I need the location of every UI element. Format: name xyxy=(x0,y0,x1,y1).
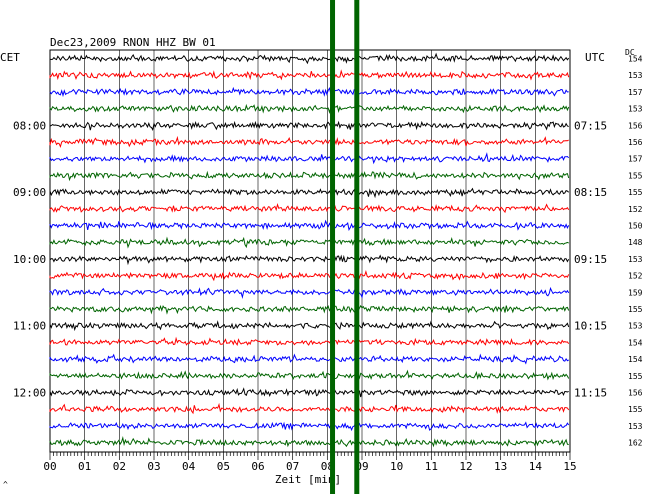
right-time-label: 11:15 xyxy=(574,387,607,400)
trace-line-4 xyxy=(49,120,569,131)
dc-value-21: 155 xyxy=(628,405,643,414)
dc-value-2: 157 xyxy=(628,88,643,97)
chart-title: Dec23,2009 RNON HHZ BW 01 xyxy=(50,36,216,49)
dc-value-14: 159 xyxy=(628,288,643,297)
dc-value-18: 154 xyxy=(628,355,643,364)
dc-value-13: 152 xyxy=(628,272,643,281)
dc-header: DC xyxy=(625,48,635,57)
dc-value-12: 153 xyxy=(628,255,643,264)
dc-value-20: 156 xyxy=(628,389,643,398)
trace-line-16 xyxy=(49,320,570,332)
trace-line-14 xyxy=(49,286,570,299)
dc-value-8: 155 xyxy=(628,188,643,197)
dc-value-11: 148 xyxy=(628,238,643,247)
left-header-cet: CET xyxy=(0,51,20,64)
x-tick-label-04: 04 xyxy=(182,460,196,473)
x-tick-label-01: 01 xyxy=(78,460,91,473)
left-time-label: 09:00 xyxy=(13,186,46,199)
x-tick-label-10: 10 xyxy=(390,460,403,473)
dc-value-1: 153 xyxy=(628,71,643,80)
trace-line-7 xyxy=(49,170,570,182)
left-time-label: 11:00 xyxy=(13,320,46,333)
corner-mark: ^ xyxy=(3,480,8,489)
trace-line-10 xyxy=(49,219,570,231)
trace-line-15 xyxy=(49,304,570,315)
trace-group xyxy=(49,52,570,448)
trace-line-2 xyxy=(49,86,569,98)
right-time-label: 07:15 xyxy=(574,119,607,132)
x-tick-label-06: 06 xyxy=(251,460,264,473)
plot-grid xyxy=(49,49,571,453)
dc-value-6: 157 xyxy=(628,155,643,164)
x-tick-label-11: 11 xyxy=(425,460,438,473)
x-tick-label-07: 07 xyxy=(286,460,299,473)
dc-value-5: 156 xyxy=(628,138,643,147)
trace-line-8 xyxy=(49,187,570,199)
trace-line-18 xyxy=(49,353,569,365)
trace-line-1 xyxy=(49,69,570,81)
right-time-label: 09:15 xyxy=(574,253,607,266)
trace-line-23 xyxy=(49,436,569,448)
trace-line-17 xyxy=(49,336,570,346)
label-group: 154 153 157 153 156 156 157 155 155 152 150 148 153 1… xyxy=(13,55,643,448)
trace-line-22 xyxy=(49,421,570,432)
dc-value-3: 153 xyxy=(628,105,643,114)
x-tick-label-02: 02 xyxy=(113,460,126,473)
dc-value-23: 162 xyxy=(628,439,643,448)
trace-line-20 xyxy=(49,387,569,398)
x-tick-label-03: 03 xyxy=(147,460,160,473)
x-tick-label-14: 14 xyxy=(529,460,543,473)
dc-value-10: 150 xyxy=(628,222,643,231)
x-tick-label-12: 12 xyxy=(459,460,472,473)
trace-line-6 xyxy=(49,152,570,165)
trace-line-9 xyxy=(49,203,570,214)
left-time-label: 12:00 xyxy=(13,387,46,400)
dc-value-15: 155 xyxy=(628,305,643,314)
left-time-label: 08:00 xyxy=(13,119,46,132)
dc-value-0: 154 xyxy=(628,55,643,64)
dc-value-22: 153 xyxy=(628,422,643,431)
trace-line-13 xyxy=(49,270,570,282)
dc-value-9: 152 xyxy=(628,205,643,214)
trace-line-11 xyxy=(49,236,569,249)
dc-value-7: 155 xyxy=(628,171,643,180)
right-header-utc: UTC xyxy=(585,51,605,64)
trace-line-12 xyxy=(49,254,570,266)
x-tick-label-05: 05 xyxy=(217,460,230,473)
dc-value-16: 153 xyxy=(628,322,643,331)
dc-value-17: 154 xyxy=(628,338,643,347)
dc-value-19: 155 xyxy=(628,372,643,381)
trace-line-5 xyxy=(49,135,569,148)
x-tick-label-15: 15 xyxy=(563,460,576,473)
right-time-label: 08:15 xyxy=(574,186,607,199)
event-marker-group xyxy=(330,0,360,494)
x-tick-label-13: 13 xyxy=(494,460,507,473)
trace-line-21 xyxy=(49,402,570,415)
x-tick-label-00: 00 xyxy=(43,460,56,473)
x-axis-label: Zeit [min] xyxy=(275,473,341,486)
dc-value-4: 156 xyxy=(628,121,643,130)
trace-line-3 xyxy=(49,103,570,114)
trace-line-19 xyxy=(49,369,570,381)
right-time-label: 10:15 xyxy=(574,320,607,333)
left-time-label: 10:00 xyxy=(13,253,46,266)
x-axis: 00 01 02 03 04 05 06 07 08 09 10 11 12 13 14 15 xyxy=(43,452,577,473)
trace-line-0 xyxy=(49,52,570,65)
